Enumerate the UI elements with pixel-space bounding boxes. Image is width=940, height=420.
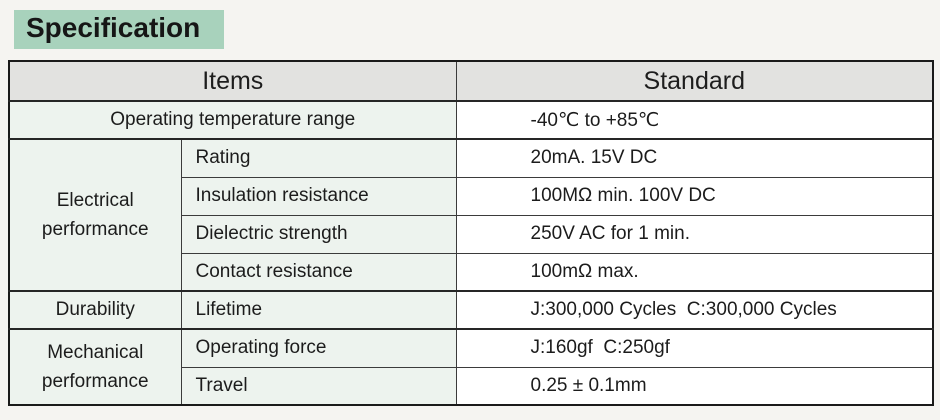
item-contact-resistance: Contact resistance <box>180 252 457 292</box>
item-group-mechanical-performance: Mechanical performance <box>8 328 182 406</box>
item-group-durability: Durability <box>8 290 182 330</box>
table-row: Contact resistance 100mΩ max. <box>9 252 934 292</box>
col-header-standard: Standard <box>455 60 934 102</box>
table-row: Dielectric strength 250V AC for 1 min. <box>9 214 934 254</box>
col-header-items: Items <box>8 60 457 102</box>
item-lifetime: Lifetime <box>180 290 457 330</box>
page-title: Specification <box>14 10 224 49</box>
item-group-electrical-performance: Electrical performance <box>8 138 182 292</box>
item-insulation-resistance: Insulation resistance <box>180 176 457 216</box>
standard-value-rating: 20mA. 15V DC <box>455 138 934 178</box>
item-dielectric-strength: Dielectric strength <box>180 214 457 254</box>
standard-value-operating-temperature-range: -40℃ to +85℃ <box>455 100 934 140</box>
table-header-row: Items Standard <box>8 60 934 102</box>
standard-value-insulation-resistance: 100MΩ min. 100V DC <box>455 176 934 216</box>
specification-table: Items Standard Operating temperature ran… <box>8 60 934 406</box>
table-row: Insulation resistance 100MΩ min. 100V DC <box>9 176 934 216</box>
table-row: Operating temperature range -40℃ to +85℃ <box>8 100 934 140</box>
standard-value-operating-force: J:160gf C:250gf <box>455 328 934 368</box>
table-row: Travel 0.25 ± 0.1mm <box>9 366 934 406</box>
item-rating: Rating <box>180 138 457 178</box>
table-row: Mechanical performance Operating force J… <box>8 328 934 406</box>
standard-value-lifetime: J:300,000 Cycles C:300,000 Cycles <box>455 290 934 330</box>
standard-value-dielectric-strength: 250V AC for 1 min. <box>455 214 934 254</box>
item-travel: Travel <box>180 366 457 406</box>
item-group-operating-temperature-range: Operating temperature range <box>8 100 457 140</box>
item-operating-force: Operating force <box>180 328 457 368</box>
table-row: Electrical performance Rating 20mA. 15V … <box>8 138 934 292</box>
standard-value-travel: 0.25 ± 0.1mm <box>455 366 934 406</box>
table-row: Durability Lifetime J:300,000 Cycles C:3… <box>8 290 934 330</box>
standard-value-contact-resistance: 100mΩ max. <box>455 252 934 292</box>
